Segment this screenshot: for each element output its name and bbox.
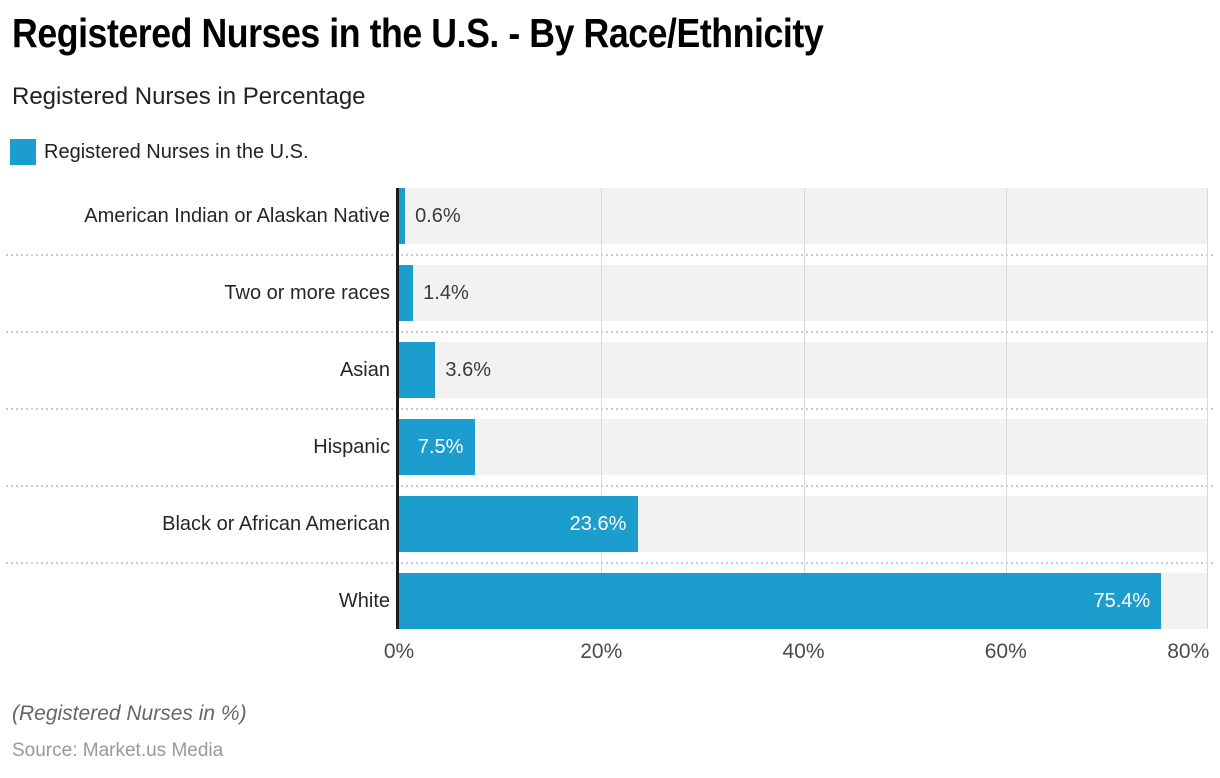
bar-value-label: 23.6%: [569, 512, 627, 535]
bar[interactable]: [399, 573, 1162, 629]
bar-track: 23.6%: [399, 496, 1208, 552]
legend-label[interactable]: Registered Nurses in the U.S.: [44, 140, 309, 163]
bar-value-label: 7.5%: [417, 435, 464, 458]
legend: Registered Nurses in the U.S.: [10, 139, 309, 165]
bar-value-label: 3.6%: [445, 358, 491, 381]
bar-track: 1.4%: [399, 265, 1208, 321]
bar-row: White 75.4%: [0, 573, 1220, 629]
category-label: Black or African American: [162, 513, 390, 535]
chart-subtitle: Registered Nurses in Percentage: [12, 83, 366, 110]
bar-row: Black or African American 23.6%: [0, 496, 1220, 552]
bar-track: 3.6%: [399, 342, 1208, 398]
bar-value-label: 0.6%: [415, 204, 461, 227]
bar[interactable]: [399, 265, 414, 321]
x-tick-label: 20%: [580, 640, 623, 663]
category-label: Two or more races: [224, 282, 390, 304]
bar[interactable]: [399, 342, 436, 398]
footer-note: (Registered Nurses in %): [12, 702, 247, 725]
bar-track: 75.4%: [399, 573, 1208, 629]
row-separator-dotted-line: [6, 484, 1216, 487]
row-separator-dotted-line: [6, 407, 1216, 410]
legend-swatch-icon[interactable]: [10, 139, 36, 165]
x-tick-label: 60%: [984, 640, 1027, 663]
row-separator-dotted-line: [6, 561, 1216, 564]
bar[interactable]: [399, 419, 475, 475]
x-tick-label: 0%: [383, 640, 415, 663]
plot-area: American Indian or Alaskan Native 0.6% T…: [0, 188, 1220, 629]
category-label: Asian: [339, 359, 390, 381]
y-axis-line: [396, 188, 399, 629]
bar-value-label: 1.4%: [423, 281, 469, 304]
bar-row: Asian 3.6%: [0, 342, 1220, 398]
bar-value-label: 75.4%: [1093, 589, 1151, 612]
category-label: American Indian or Alaskan Native: [84, 205, 390, 227]
bar-row: Hispanic 7.5%: [0, 419, 1220, 475]
bar-row: American Indian or Alaskan Native 0.6%: [0, 188, 1220, 244]
bar-rows: American Indian or Alaskan Native 0.6% T…: [0, 188, 1220, 629]
bar-row: Two or more races 1.4%: [0, 265, 1220, 321]
x-tick-label: 40%: [782, 640, 825, 663]
bar[interactable]: [399, 188, 406, 244]
chart-title: Registered Nurses in the U.S. - By Race/…: [12, 10, 824, 56]
row-separator-dotted-line: [6, 253, 1216, 256]
bar-track: 0.6%: [399, 188, 1208, 244]
category-label: Hispanic: [313, 436, 390, 458]
x-tick-label: 80%: [1167, 640, 1210, 663]
bar-track: 7.5%: [399, 419, 1208, 475]
footer-source: Source: Market.us Media: [12, 740, 224, 761]
category-label: White: [338, 590, 390, 612]
bar[interactable]: [399, 496, 638, 552]
row-separator-dotted-line: [6, 330, 1216, 333]
x-axis-ticks: 0% 20% 40% 60% 80%: [384, 640, 1210, 666]
